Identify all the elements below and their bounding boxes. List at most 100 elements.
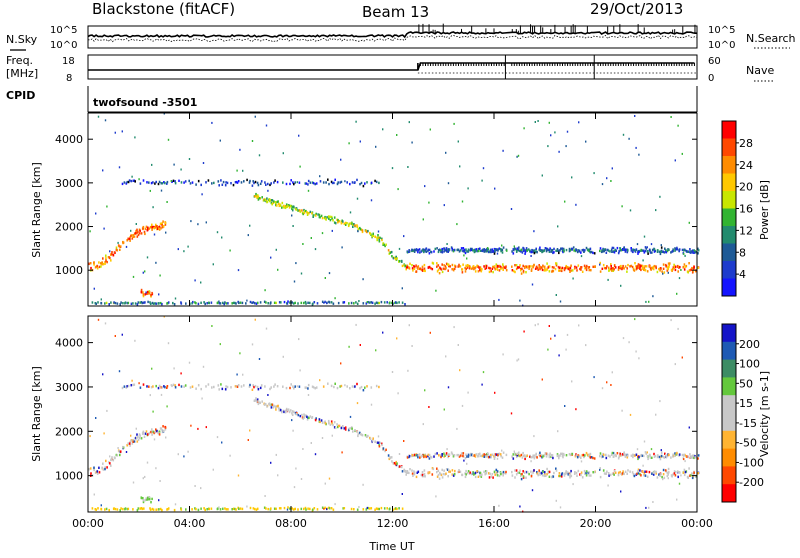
power-cell [697, 249, 700, 252]
power-cell [89, 262, 92, 265]
velocity-cell [261, 400, 263, 403]
power-cell [431, 267, 434, 271]
power-cell [585, 246, 588, 250]
power-cell [417, 267, 419, 270]
power-cell [118, 166, 121, 169]
velocity-cell [368, 507, 371, 510]
velocity-cell [660, 451, 663, 454]
velocity-cell [105, 459, 107, 463]
velocity-cell [102, 373, 104, 376]
power-cell [153, 227, 155, 230]
velocity-cell [421, 473, 424, 477]
power-cell [491, 248, 494, 251]
power-cell [116, 249, 119, 252]
power-cell [611, 250, 613, 253]
power-cell [511, 269, 514, 272]
velocity-cell [302, 448, 304, 450]
power-cell [690, 250, 692, 253]
power-cell [332, 302, 335, 305]
power-cell [132, 234, 134, 237]
velocity-cell [270, 403, 273, 406]
velocity-cell [434, 452, 437, 456]
power-cell [453, 267, 456, 270]
power-cell [337, 301, 340, 305]
velocity-cell [278, 507, 281, 510]
power-cell [522, 269, 525, 273]
velocity-cell [163, 385, 165, 388]
power-cell [159, 301, 162, 305]
velocity-cell [520, 453, 523, 457]
velocity-cell [461, 473, 464, 477]
velocity-cell [436, 452, 438, 455]
velocity-cell [535, 452, 537, 456]
power-cell [461, 200, 464, 203]
power-cell [312, 214, 315, 217]
velocity-cell [203, 507, 205, 510]
power-cell [676, 292, 678, 295]
power-cell [330, 215, 333, 219]
velocity-cell [633, 474, 636, 478]
power-cell [249, 300, 252, 304]
velocity-cell [452, 455, 455, 458]
velocity-cell [360, 433, 363, 436]
colorbar-tick-label: 16 [739, 203, 753, 216]
velocity-cell [576, 474, 578, 477]
power-cell [344, 221, 347, 225]
power-cell [594, 265, 596, 268]
freq-tick-bottom: 8 [66, 73, 72, 84]
velocity-cell [164, 386, 166, 389]
power-cell [602, 263, 605, 267]
velocity-cell [126, 507, 129, 511]
velocity-cell [282, 355, 284, 358]
power-cell [316, 302, 319, 305]
velocity-cell [266, 405, 268, 408]
power-cell [525, 247, 528, 250]
power-cell [142, 291, 144, 294]
power-cell [263, 300, 266, 303]
velocity-cell [252, 384, 254, 387]
power-cell [640, 248, 643, 252]
power-cell [587, 266, 590, 269]
power-cell [659, 252, 662, 256]
power-cell [428, 248, 431, 252]
power-cell [675, 248, 678, 251]
power-cell [273, 301, 276, 304]
velocity-cell [691, 456, 694, 459]
power-cell [502, 263, 504, 266]
power-cell [451, 263, 454, 267]
power-cell [101, 263, 103, 266]
power-cell [580, 266, 583, 269]
velocity-y-label: Slant Range [km] [30, 366, 43, 462]
power-cell [130, 234, 132, 237]
power-cell [360, 228, 363, 231]
velocity-cell [672, 453, 674, 456]
power-cell [429, 250, 432, 253]
velocity-cell [511, 474, 514, 477]
velocity-cell [490, 453, 492, 457]
velocity-cell [110, 458, 113, 461]
velocity-cell [609, 455, 611, 458]
power-cell [328, 182, 330, 186]
power-cell [401, 287, 403, 290]
velocity-cell [93, 493, 95, 496]
velocity-cell [305, 414, 307, 417]
power-cell [548, 121, 550, 124]
nsearch-line [87, 34, 698, 43]
power-cell [432, 262, 435, 265]
power-cell [423, 263, 426, 267]
velocity-cell [493, 455, 495, 458]
power-cell [443, 250, 445, 253]
velocity-cell [481, 383, 483, 386]
power-cell [653, 264, 656, 268]
power-cell [309, 301, 311, 305]
velocity-cell [132, 439, 134, 442]
power-cell [636, 243, 639, 246]
power-cell [348, 302, 350, 305]
power-cell [218, 184, 220, 187]
velocity-cell [113, 456, 116, 459]
velocity-cell [167, 507, 170, 510]
power-cell [611, 267, 614, 270]
power-cell [558, 150, 560, 153]
power-cell [97, 115, 100, 118]
velocity-cell [602, 453, 605, 456]
